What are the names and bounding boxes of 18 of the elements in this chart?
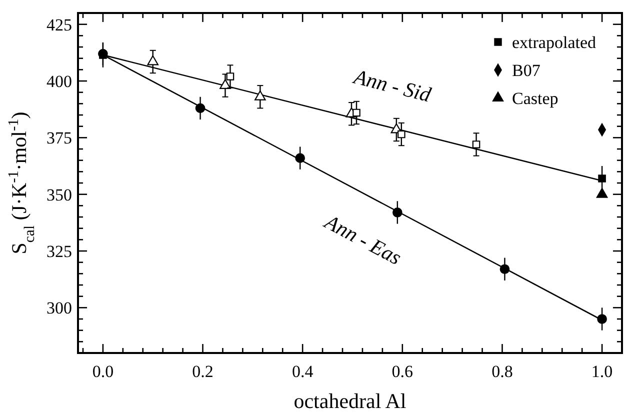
y-tick-label: 300: [46, 298, 72, 318]
x-tick-label: 0.4: [292, 362, 314, 381]
y-tick-label: 325: [46, 242, 72, 261]
x-tick-label: 0.8: [492, 362, 513, 381]
x-axis-title: octahedral Al: [294, 389, 406, 413]
legend-label: Castep: [512, 89, 558, 108]
x-tick-label: 0.6: [392, 362, 414, 381]
x-tick-label: 0.0: [92, 362, 114, 381]
x-tick-label: 0.2: [192, 362, 214, 381]
y-tick-label: 425: [46, 15, 72, 34]
annotation: Ann - Sid: [350, 64, 434, 107]
annotation: Ann - Eas: [319, 208, 406, 270]
y-tick-label: 400: [46, 72, 72, 91]
y-tick-label: 350: [46, 185, 72, 204]
legend-label: B07: [512, 61, 541, 80]
y-tick-label: 375: [46, 128, 72, 148]
x-tick-label: 1.0: [591, 362, 613, 381]
legend-label: extrapolated: [512, 33, 597, 52]
